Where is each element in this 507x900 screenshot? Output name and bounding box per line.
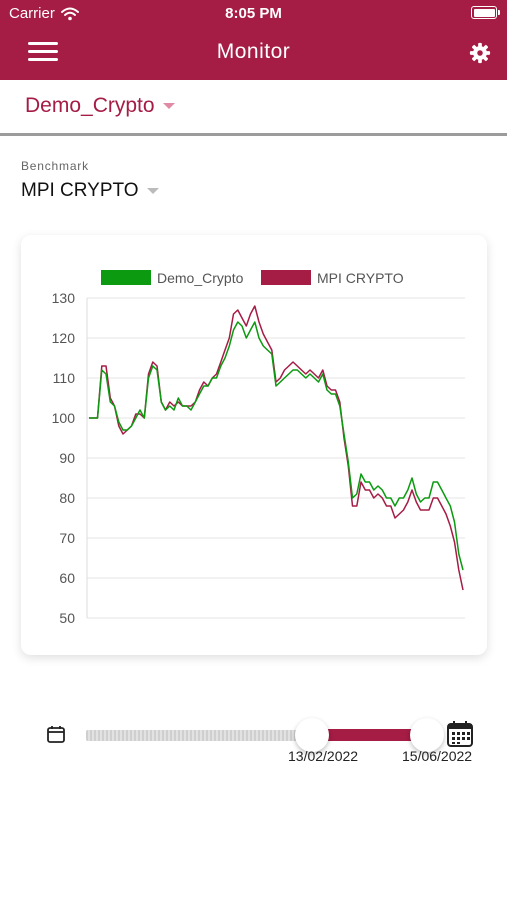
y-tick-label: 110 [53,370,76,386]
app-header: Carrier 8:05 PM Monitor [0,0,507,80]
slider-track[interactable] [86,730,422,741]
calendar-icon[interactable] [46,724,66,744]
performance-chart-card: 130 120 110 100 90 80 70 60 50 Demo_Crypto MPI CRY… [21,235,487,655]
legend-label: MPI CRYPTO [317,270,404,286]
wifi-icon [60,7,79,20]
calendar-grid-icon[interactable] [446,720,474,748]
benchmark-dropdown[interactable]: MPI CRYPTO [21,180,159,202]
gear-icon [469,42,491,64]
menu-button[interactable] [28,42,58,64]
chevron-down-icon [146,188,159,194]
battery-icon [471,6,500,19]
chevron-down-icon [162,103,175,109]
start-date-handle[interactable] [295,718,329,752]
start-date-label: 13/02/2022 [288,748,359,764]
page-title: Monitor [216,40,291,63]
divider [0,133,507,136]
portfolio-selected-label: Demo_Crypto [25,94,155,117]
legend-label: Demo_Crypto [157,270,244,286]
menu-icon-bar [28,50,58,53]
menu-icon [28,42,58,45]
y-tick-label: 50 [59,610,75,626]
series-line-demo-crypto [89,321,464,571]
status-time: 8:05 PM [225,5,282,22]
carrier-label: Carrier [9,5,55,22]
portfolio-dropdown[interactable]: Demo_Crypto [25,94,175,118]
y-tick-label: 80 [59,490,75,506]
y-tick-label: 130 [52,290,76,306]
menu-icon-bar [28,58,58,61]
series-line-mpi-crypto [89,305,464,591]
y-tick-label: 100 [52,410,76,426]
legend-swatch [261,270,311,285]
date-range-slider: 13/02/2022 15/06/2022 [0,712,507,772]
slider-selected-range [312,729,428,741]
status-bar: Carrier 8:05 PM [0,0,507,28]
y-tick-label: 90 [59,450,75,466]
y-tick-label: 60 [59,570,75,586]
legend-swatch [101,270,151,285]
settings-button[interactable] [469,42,491,64]
performance-chart: 130 120 110 100 90 80 70 60 50 Demo_Crypto MPI CRY… [52,270,465,626]
benchmark-label: Benchmark [21,159,89,173]
end-date-handle[interactable] [410,718,444,752]
end-date-label: 15/06/2022 [402,748,473,764]
y-tick-label: 70 [59,530,75,546]
benchmark-selected-label: MPI CRYPTO [21,180,139,201]
y-tick-label: 120 [52,330,76,346]
